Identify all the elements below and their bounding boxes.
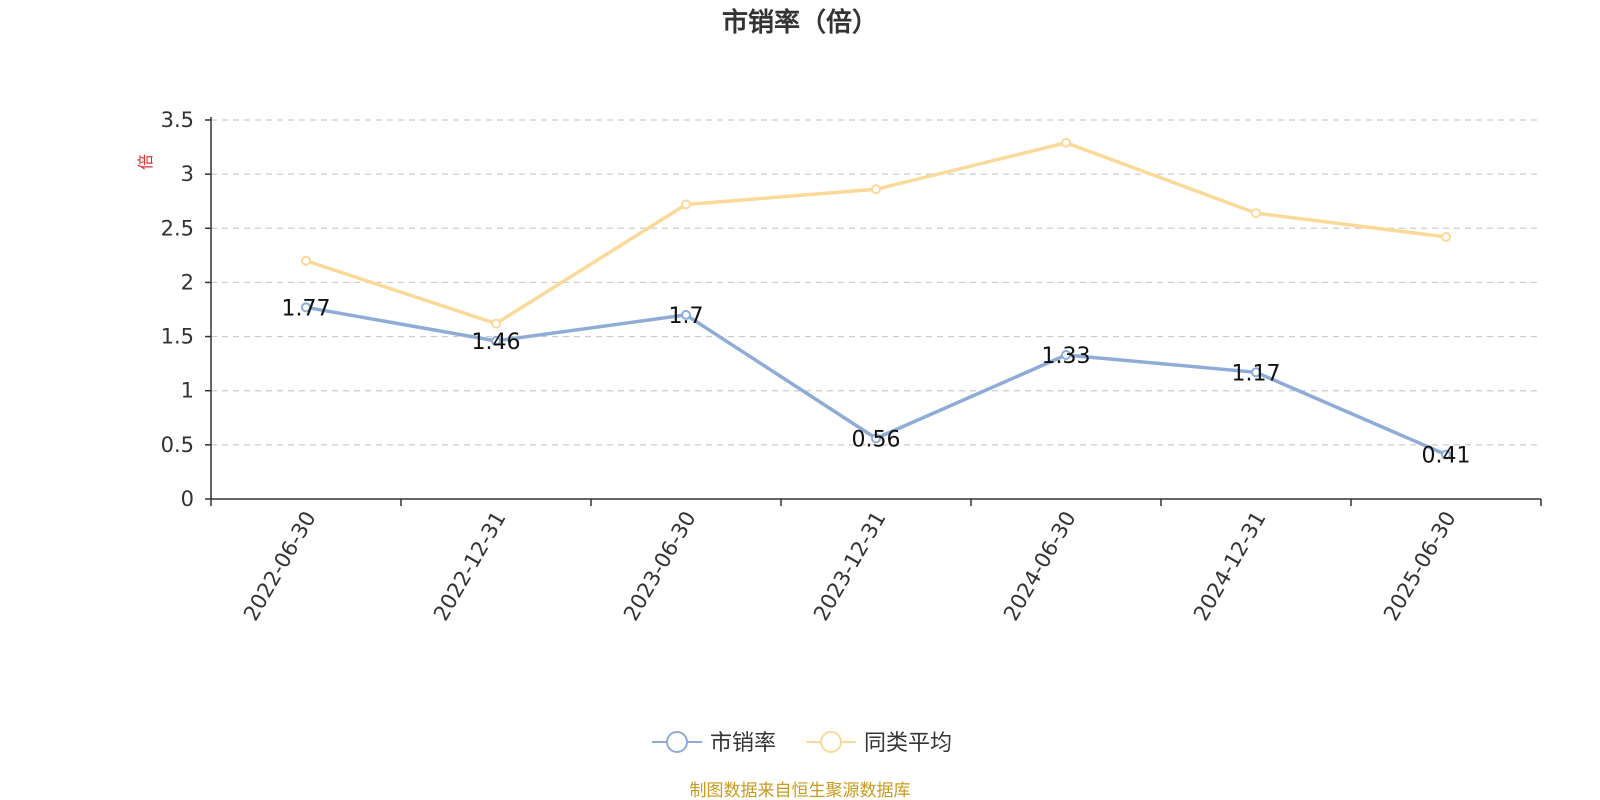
data-label: 1.17	[1232, 361, 1281, 386]
data-point[interactable]	[1251, 367, 1261, 378]
data-point[interactable]	[1441, 231, 1451, 242]
legend-label: 市销率	[710, 731, 776, 756]
y-axis-unit-label: 倍	[136, 154, 155, 170]
data-point[interactable]	[491, 335, 501, 346]
legend[interactable]: 市销率 同类平均	[652, 731, 952, 756]
x-axis: 2022-06-30 2022-12-31 2023-06-30 2023-12-31…	[210, 498, 1542, 625]
y-tick-label: 3.5	[161, 108, 194, 132]
x-tick-label: 2022-06-30	[239, 507, 321, 625]
data-point[interactable]	[681, 199, 691, 210]
legend-marker-icon	[666, 731, 688, 753]
data-point[interactable]	[681, 309, 691, 320]
source-note: 制图数据来自恒生聚源数据库	[690, 781, 911, 800]
x-tick-label: 2023-06-30	[619, 507, 701, 625]
x-tick-label: 2023-12-31	[809, 507, 891, 625]
data-point[interactable]	[491, 318, 501, 329]
y-tick-label: 2	[181, 270, 194, 294]
data-point[interactable]	[1441, 449, 1451, 460]
data-point[interactable]	[1251, 208, 1261, 219]
x-tick-label: 2022-12-31	[429, 507, 511, 625]
y-tick-label: 1	[181, 379, 194, 403]
data-label: 1.7	[669, 304, 704, 329]
legend-item-peer-average[interactable]: 同类平均	[806, 731, 952, 756]
series-line-peer-average	[304, 140, 1448, 326]
data-label: 1.46	[472, 330, 521, 355]
data-point[interactable]	[871, 184, 881, 195]
y-tick-label: 0.5	[161, 433, 194, 457]
gridlines	[211, 119, 1541, 446]
data-labels: 1.77 1.46 1.7 0.56 1.33 1.17 0.41	[282, 296, 1471, 468]
data-point[interactable]	[301, 302, 311, 313]
legend-item-ps-ratio[interactable]: 市销率	[652, 731, 776, 756]
y-axis: 0 0.5 1 1.5 2 2.5 3 3.5	[161, 108, 212, 511]
data-point[interactable]	[1061, 137, 1071, 148]
data-point[interactable]	[871, 433, 881, 444]
data-label: 0.41	[1422, 444, 1471, 469]
chart-title: 市销率（倍）	[722, 7, 878, 38]
x-tick-label: 2024-06-30	[999, 507, 1081, 625]
x-tick-label: 2025-06-30	[1379, 507, 1461, 625]
series-layer	[301, 137, 1451, 460]
legend-label: 同类平均	[864, 731, 952, 756]
data-point[interactable]	[1061, 349, 1071, 360]
x-tick-label: 2024-12-31	[1189, 507, 1271, 625]
y-tick-label: 0	[181, 487, 194, 511]
legend-marker-icon	[820, 731, 842, 753]
y-tick-label: 1.5	[161, 325, 194, 349]
data-label: 1.33	[1042, 344, 1091, 369]
data-label: 1.77	[282, 296, 331, 321]
data-point[interactable]	[301, 255, 311, 266]
y-tick-label: 2.5	[161, 216, 194, 240]
y-tick-label: 3	[181, 162, 194, 186]
data-label: 0.56	[852, 427, 901, 452]
